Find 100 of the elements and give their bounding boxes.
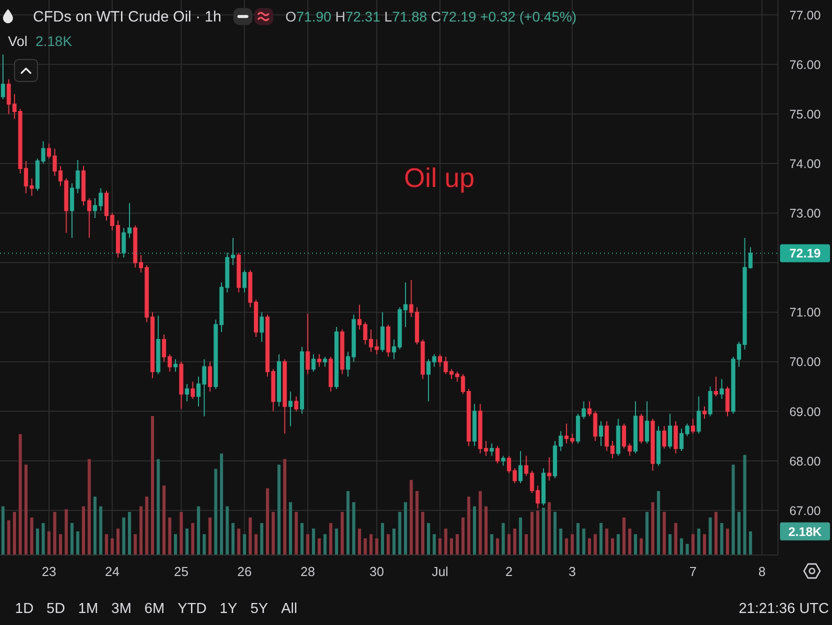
candlestick	[311, 354, 316, 372]
x-tick-label: 8	[758, 564, 766, 579]
x-tick-label: 26	[237, 564, 252, 579]
candlestick	[708, 386, 712, 417]
bar	[415, 491, 419, 555]
bar	[231, 523, 235, 555]
x-tick-label: 28	[300, 564, 315, 579]
bar	[99, 506, 102, 555]
candlestick	[300, 346, 304, 414]
bar	[404, 502, 408, 555]
candlestick	[156, 315, 160, 375]
candlestick	[702, 406, 707, 420]
candlestick	[598, 420, 604, 446]
bar	[242, 534, 246, 555]
candlestick	[282, 358, 287, 434]
candlestick	[208, 361, 212, 392]
annotation: Oil up	[404, 163, 475, 193]
bar	[686, 544, 689, 555]
bar	[254, 534, 258, 555]
text: YTD	[178, 601, 207, 617]
bar	[702, 534, 706, 555]
annotation: 2.18K	[35, 33, 73, 49]
bar	[18, 434, 22, 555]
candlestick	[639, 413, 644, 444]
bar	[358, 528, 362, 555]
candlestick	[616, 418, 620, 456]
y-tick-label: 73.00	[789, 206, 821, 221]
bar	[346, 491, 350, 555]
candlestick	[334, 326, 339, 390]
bar	[283, 459, 286, 555]
bar	[616, 534, 620, 555]
bar	[530, 512, 534, 555]
candlestick	[0, 54, 6, 100]
bar	[472, 506, 476, 555]
candlestick	[328, 356, 333, 392]
bar	[237, 528, 240, 555]
bar	[737, 512, 741, 555]
bar	[656, 491, 660, 555]
candlestick	[380, 312, 385, 352]
bar	[334, 528, 338, 555]
bar	[553, 512, 557, 555]
candlestick	[190, 381, 195, 400]
bar	[36, 528, 40, 555]
text: 2.18K	[788, 524, 822, 539]
candlestick	[644, 400, 650, 444]
text: 3M	[111, 601, 132, 617]
bar	[513, 528, 516, 555]
bar	[64, 509, 68, 555]
bar	[76, 531, 80, 555]
candlestick	[317, 354, 322, 368]
bar	[294, 512, 298, 555]
bar	[104, 534, 108, 555]
bar	[438, 538, 442, 555]
bar	[272, 512, 275, 555]
candlestick	[340, 329, 344, 375]
bar	[58, 534, 62, 555]
candlestick	[714, 376, 718, 397]
bar	[496, 538, 500, 555]
candlestick	[276, 354, 282, 407]
text: 1M	[78, 601, 98, 617]
bar	[306, 534, 310, 555]
bar	[162, 486, 166, 555]
y-tick-label: 68.00	[789, 454, 821, 468]
x-tick-label: Jul	[432, 564, 448, 579]
bar	[507, 534, 511, 555]
bar	[622, 517, 626, 555]
bar	[536, 510, 540, 555]
x-tick-label: 30	[370, 564, 384, 579]
candlestick	[260, 312, 264, 342]
annotation: Vol	[8, 33, 28, 49]
bar	[352, 502, 356, 555]
bar	[191, 523, 194, 555]
y-tick-label: 67.00	[789, 504, 821, 518]
text: 5Y	[250, 601, 268, 617]
bar	[134, 534, 137, 555]
bar	[277, 464, 281, 555]
candlestick	[656, 426, 661, 466]
bar	[1, 506, 5, 555]
bar	[364, 538, 367, 555]
bar	[398, 512, 402, 555]
candlestick	[179, 361, 184, 410]
text: 5D	[46, 601, 66, 617]
bar	[634, 534, 638, 555]
text: 21:21:36 UTC	[738, 601, 829, 617]
bar	[340, 512, 344, 555]
bar	[30, 517, 34, 555]
x-tick-label: 25	[174, 564, 188, 579]
bar	[248, 517, 252, 555]
x-tick-label: 3	[568, 564, 576, 579]
bar	[70, 523, 74, 555]
bar	[386, 534, 390, 555]
y-tick-label: 76.00	[789, 58, 821, 72]
candlestick	[184, 384, 190, 402]
bar	[318, 538, 321, 555]
bar	[156, 459, 160, 555]
bar	[300, 523, 304, 555]
candlestick	[288, 390, 293, 427]
bar	[640, 538, 643, 555]
bar	[461, 517, 465, 555]
candlestick	[696, 396, 701, 434]
